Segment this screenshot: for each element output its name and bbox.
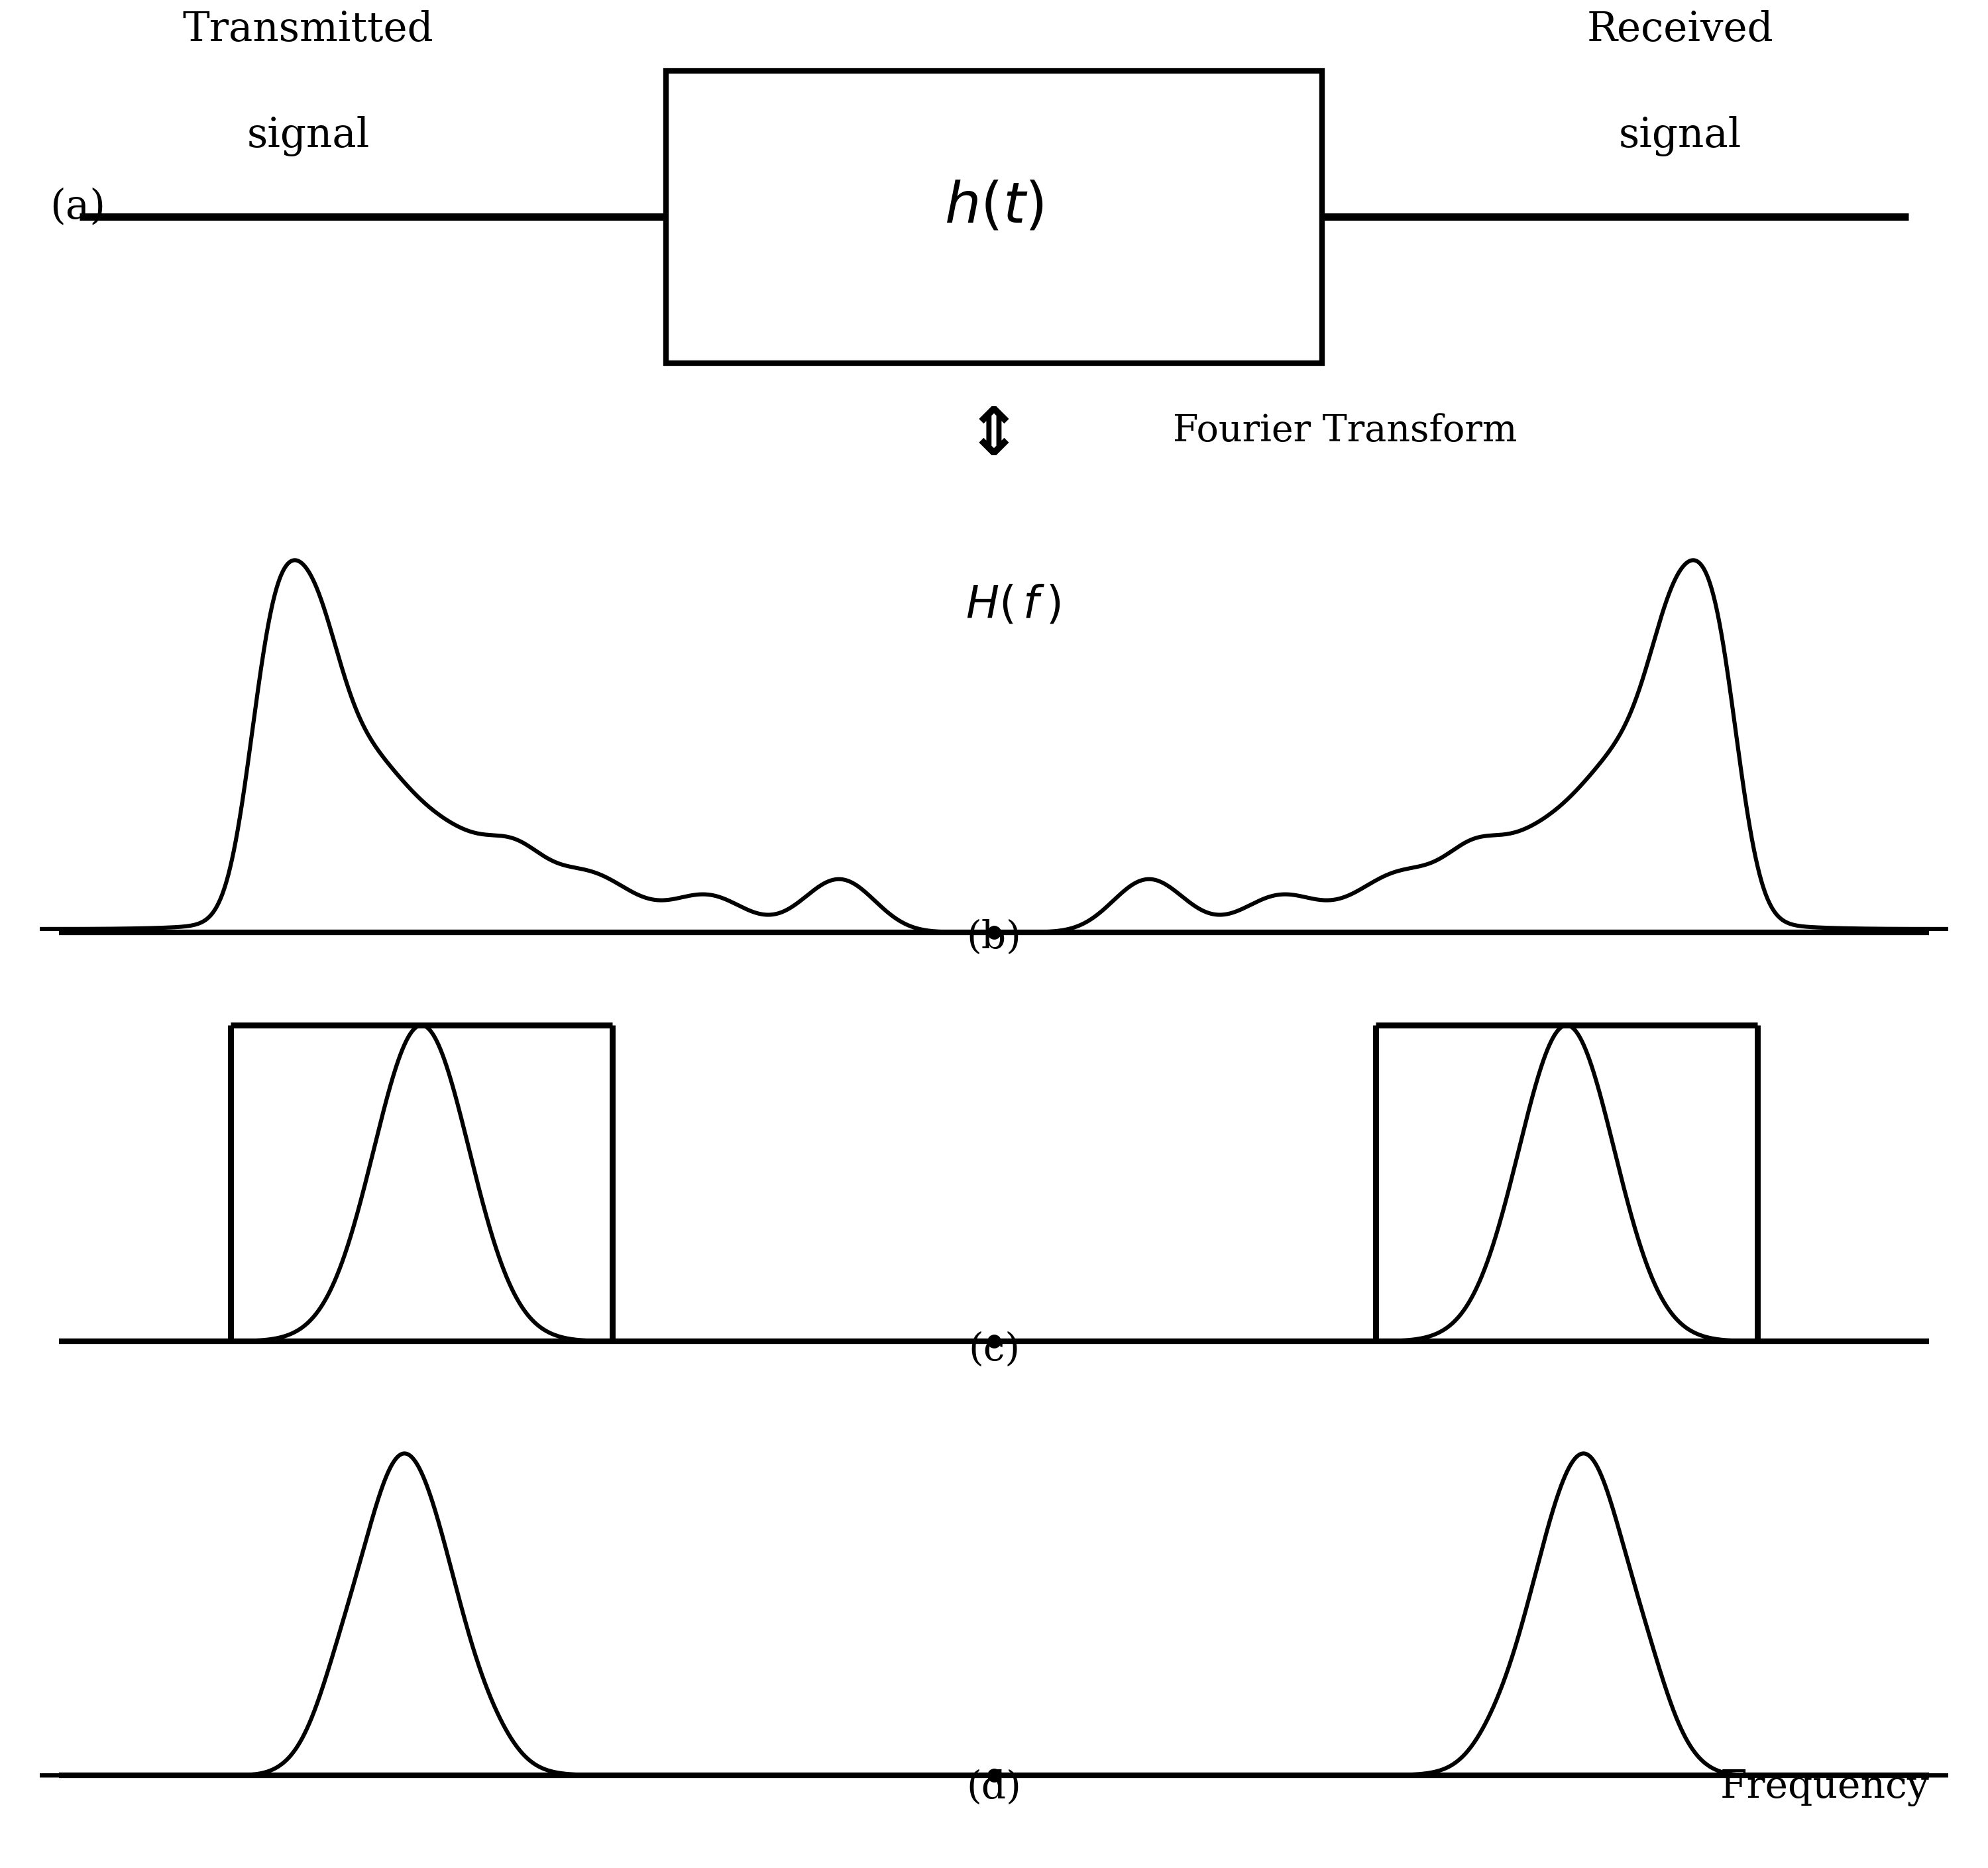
- Text: signal: signal: [247, 116, 370, 157]
- Text: (d): (d): [966, 1769, 1022, 1806]
- Text: (b): (b): [966, 919, 1022, 956]
- Text: Frequency: Frequency: [1720, 1769, 1928, 1806]
- Text: $h(t)$: $h(t)$: [944, 179, 1044, 234]
- Text: ⇕: ⇕: [966, 403, 1022, 469]
- Text: (a): (a): [50, 187, 105, 226]
- Text: signal: signal: [1618, 116, 1741, 157]
- Text: (c): (c): [968, 1332, 1020, 1367]
- Bar: [666, 71, 1322, 362]
- Text: $H(\,f\,)$: $H(\,f\,)$: [966, 585, 1060, 628]
- Text: Transmitted: Transmitted: [183, 9, 433, 50]
- Text: Received: Received: [1586, 9, 1773, 50]
- Text: Fourier Transform: Fourier Transform: [1173, 413, 1517, 450]
